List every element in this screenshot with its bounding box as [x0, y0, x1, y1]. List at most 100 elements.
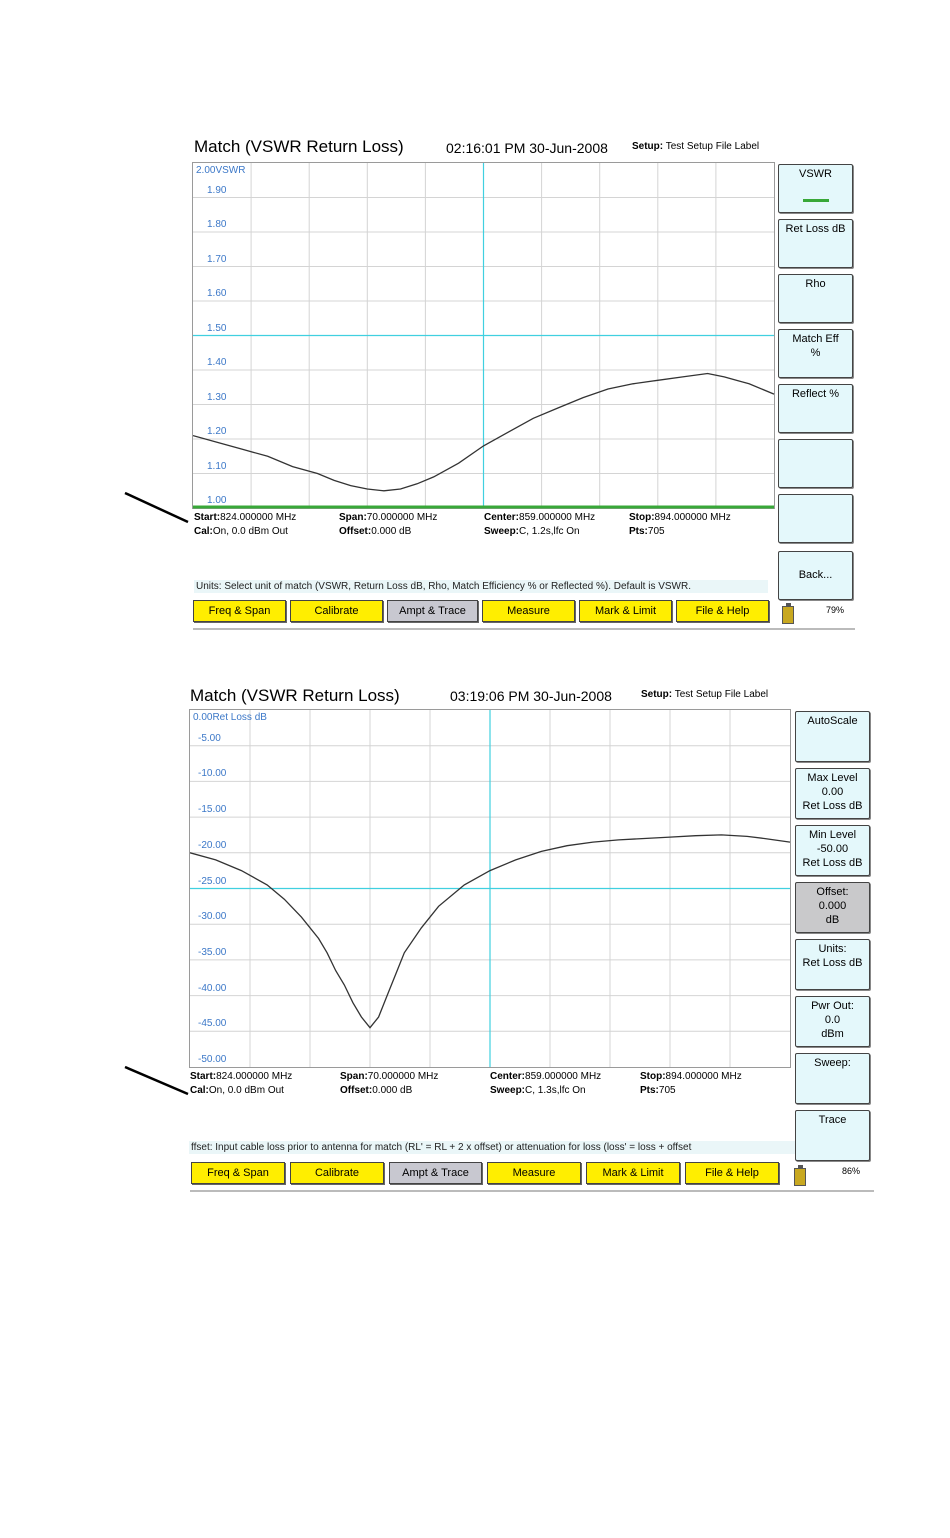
setup-label: Setup: Test Setup File Label: [632, 141, 759, 152]
battery-icon: [782, 603, 794, 624]
y-tick-label: 1.20: [207, 426, 227, 437]
softkey-line1: AutoScale: [807, 715, 858, 727]
help-text: ffset: Input cable loss prior to antenna…: [189, 1141, 795, 1154]
softkey-line3: Ret Loss dB: [802, 857, 863, 869]
measurement-trace: [190, 834, 791, 1029]
softkey-line1: Back...: [798, 569, 833, 581]
softkey-line1: Units:: [818, 943, 847, 955]
sweep-info: Sweep:C, 1.2s,lfc On: [484, 526, 580, 537]
cal-key: Cal:: [194, 526, 213, 537]
y-tick-label: -50.00: [198, 1054, 227, 1065]
softkey-line1: Trace: [818, 1114, 847, 1126]
softkey-line2: 0.0: [824, 1014, 841, 1026]
sweep-key: Sweep:: [484, 526, 520, 537]
setup-value: Test Setup File Label: [665, 141, 760, 152]
vswr-plot[interactable]: 2.00VSWR 1.90 1.80 1.70 1.60 1.50 1.40 1.30 1.2…: [192, 162, 775, 509]
softkey-line2: -50.00: [816, 843, 849, 855]
start-key: Start:: [194, 512, 221, 523]
softkey-sweep[interactable]: Sweep:: [795, 1053, 870, 1104]
menu-measure[interactable]: Measure: [482, 600, 575, 622]
span-info: Span:70.000000 MHz: [339, 512, 437, 523]
setup-value: Test Setup File Label: [674, 689, 769, 700]
y-tick-label: 1.50: [207, 322, 227, 334]
main-menu-bar: Freq & Span Calibrate Ampt & Trace Measu…: [193, 600, 773, 624]
menu-mark-limit[interactable]: Mark & Limit: [579, 600, 672, 622]
menu-calibrate[interactable]: Calibrate: [290, 600, 383, 622]
softkey-blank-1[interactable]: [778, 439, 853, 488]
stop-value: 894.000000 MHz: [654, 512, 731, 523]
center-info: Center:859.000000 MHz: [490, 1071, 601, 1082]
y-axis-top-label: 2.00VSWR: [196, 165, 246, 176]
y-tick-label: -5.00: [198, 732, 221, 744]
softkey-trace[interactable]: Trace: [795, 1110, 870, 1161]
screen-divider: [190, 1190, 874, 1192]
cal-key: Cal:: [190, 1085, 209, 1096]
softkey-vswr[interactable]: VSWR: [778, 164, 853, 213]
setup-key: Setup:: [641, 689, 673, 700]
setup-label: Setup: Test Setup File Label: [641, 689, 768, 700]
softkey-ret-loss[interactable]: Ret Loss dB: [778, 219, 853, 268]
softkey-units[interactable]: Units: Ret Loss dB: [795, 939, 870, 990]
center-value: 859.000000 MHz: [519, 512, 596, 523]
softkey-reflect[interactable]: Reflect %: [778, 384, 853, 433]
menu-file-help[interactable]: File & Help: [685, 1162, 779, 1184]
menu-ampt-trace[interactable]: Ampt & Trace: [389, 1162, 482, 1184]
softkey-back[interactable]: Back...: [778, 551, 853, 600]
screen-divider: [193, 628, 855, 630]
stop-info: Stop:894.000000 MHz: [629, 512, 731, 523]
softkey-line2: 0.000: [818, 900, 847, 912]
menu-freq-span[interactable]: Freq & Span: [191, 1162, 285, 1184]
y-tick-label: -20.00: [198, 839, 227, 851]
softkey-min-level[interactable]: Min Level -50.00 Ret Loss dB: [795, 825, 870, 876]
start-value: 824.000000 MHz: [220, 512, 297, 523]
return-loss-chart: [190, 710, 791, 1067]
sweep-key: Sweep:: [490, 1085, 526, 1096]
stop-key: Stop:: [629, 512, 655, 523]
span-key: Span:: [340, 1071, 368, 1082]
sweep-value: C, 1.2s,lfc On: [519, 526, 580, 537]
softkey-max-level[interactable]: Max Level 0.00 Ret Loss dB: [795, 768, 870, 819]
softkey-blank-2[interactable]: [778, 494, 853, 543]
softkey-line1: Sweep:: [814, 1057, 851, 1069]
center-key: Center:: [490, 1071, 526, 1082]
softkey-line1: Rho: [805, 278, 826, 290]
menu-freq-span[interactable]: Freq & Span: [193, 600, 286, 622]
softkey-match-eff[interactable]: Match Eff %: [778, 329, 853, 378]
cal-value: On, 0.0 dBm Out: [212, 526, 288, 537]
y-tick-label: 1.40: [207, 357, 227, 368]
softkey-line3: dBm: [821, 1028, 844, 1040]
center-key: Center:: [484, 512, 520, 523]
y-tick-label: 1.70: [207, 253, 227, 265]
pts-key: Pts:: [640, 1085, 659, 1096]
softkey-line1: Min Level: [808, 829, 857, 841]
selected-indicator: [802, 199, 829, 202]
start-value: 824.000000 MHz: [216, 1071, 293, 1082]
span-value: 70.000000 MHz: [366, 512, 438, 523]
softkey-autoscale[interactable]: AutoScale: [795, 711, 870, 762]
softkey-rho[interactable]: Rho: [778, 274, 853, 323]
y-tick-label: 1.30: [207, 391, 227, 403]
softkey-line1: Offset:: [816, 886, 849, 898]
help-text: Units: Select unit of match (VSWR, Retur…: [194, 580, 768, 593]
menu-measure[interactable]: Measure: [487, 1162, 581, 1184]
offset-key: Offset:: [339, 526, 372, 537]
measurement-trace: [193, 372, 775, 492]
menu-mark-limit[interactable]: Mark & Limit: [586, 1162, 680, 1184]
softkey-offset[interactable]: Offset: 0.000 dB: [795, 882, 870, 933]
softkey-pwr-out[interactable]: Pwr Out: 0.0 dBm: [795, 996, 870, 1047]
y-tick-label: -40.00: [198, 982, 227, 994]
offset-value: 0.000 dB: [372, 1085, 413, 1096]
span-key: Span:: [339, 512, 367, 523]
menu-calibrate[interactable]: Calibrate: [290, 1162, 384, 1184]
menu-file-help[interactable]: File & Help: [676, 600, 769, 622]
softkey-line1: Pwr Out:: [811, 1000, 854, 1012]
offset-info: Offset:0.000 dB: [339, 526, 411, 537]
span-info: Span:70.000000 MHz: [340, 1071, 438, 1082]
page-title: Match (VSWR Return Loss): [194, 137, 404, 156]
menu-ampt-trace[interactable]: Ampt & Trace: [387, 600, 478, 622]
vswr-chart: [193, 163, 775, 509]
return-loss-plot[interactable]: 0.00Ret Loss dB -5.00 -10.00 -15.00 -20.00 -…: [189, 709, 791, 1068]
softkey-line2: %: [810, 347, 821, 359]
softkey-line1: Reflect %: [791, 388, 840, 400]
